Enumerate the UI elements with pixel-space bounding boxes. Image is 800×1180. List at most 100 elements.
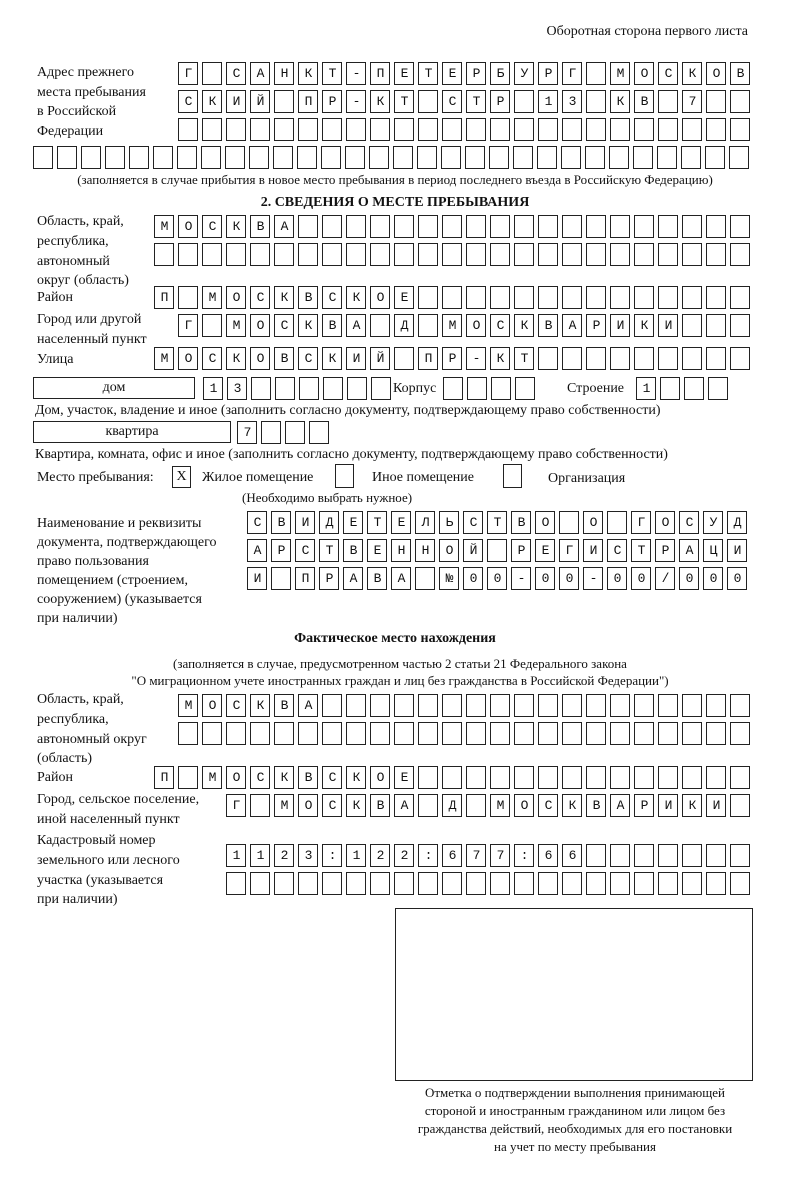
- char-cell[interactable]: [514, 694, 534, 717]
- char-cell[interactable]: [610, 844, 630, 867]
- char-cell[interactable]: [586, 314, 606, 337]
- char-cell[interactable]: [418, 118, 438, 141]
- char-cell[interactable]: [610, 286, 630, 309]
- prev-address-row-1[interactable]: Г САНКТ-ПЕТЕРБУРГ МОСКОВ: [178, 62, 751, 86]
- char-cell[interactable]: [658, 62, 678, 85]
- char-cell[interactable]: [202, 722, 222, 745]
- char-cell[interactable]: [487, 539, 507, 562]
- char-cell[interactable]: [322, 766, 342, 789]
- char-cell[interactable]: [370, 794, 390, 817]
- char-cell[interactable]: [703, 511, 723, 534]
- char-cell[interactable]: [658, 286, 678, 309]
- prev-address-row-2[interactable]: СКИЙ ПР-КТ СТР 13 КВ 7: [178, 90, 751, 114]
- char-cell[interactable]: [250, 215, 270, 238]
- char-cell[interactable]: [586, 694, 606, 717]
- char-cell[interactable]: [562, 314, 582, 337]
- char-cell[interactable]: [730, 766, 750, 789]
- char-cell[interactable]: [586, 794, 606, 817]
- char-cell[interactable]: [129, 146, 149, 169]
- char-cell[interactable]: [319, 567, 339, 590]
- char-cell[interactable]: [562, 90, 582, 113]
- char-cell[interactable]: [682, 215, 702, 238]
- char-cell[interactable]: [202, 215, 222, 238]
- char-cell[interactable]: [658, 844, 678, 867]
- char-cell[interactable]: [226, 347, 246, 370]
- char-cell[interactable]: [391, 567, 411, 590]
- char-cell[interactable]: [298, 62, 318, 85]
- char-cell[interactable]: [514, 794, 534, 817]
- char-cell[interactable]: [202, 62, 222, 85]
- char-cell[interactable]: [490, 286, 510, 309]
- char-cell[interactable]: [298, 314, 318, 337]
- char-cell[interactable]: [562, 347, 582, 370]
- house-type-field[interactable]: дом: [33, 377, 195, 399]
- char-cell[interactable]: [634, 766, 654, 789]
- char-cell[interactable]: [585, 146, 605, 169]
- char-cell[interactable]: [250, 314, 270, 337]
- char-cell[interactable]: [682, 243, 702, 266]
- char-cell[interactable]: [466, 62, 486, 85]
- char-cell[interactable]: [347, 377, 367, 400]
- char-cell[interactable]: [273, 146, 293, 169]
- char-cell[interactable]: [226, 215, 246, 238]
- char-cell[interactable]: [285, 421, 305, 444]
- char-cell[interactable]: [415, 539, 435, 562]
- char-cell[interactable]: [322, 794, 342, 817]
- char-cell[interactable]: [261, 421, 281, 444]
- char-cell[interactable]: [178, 118, 198, 141]
- char-cell[interactable]: [679, 539, 699, 562]
- char-cell[interactable]: [706, 872, 726, 895]
- char-cell[interactable]: [322, 243, 342, 266]
- char-cell[interactable]: [394, 243, 414, 266]
- char-cell[interactable]: [346, 62, 366, 85]
- char-cell[interactable]: [634, 844, 654, 867]
- char-cell[interactable]: [418, 62, 438, 85]
- char-cell[interactable]: [607, 539, 627, 562]
- char-cell[interactable]: [514, 243, 534, 266]
- char-cell[interactable]: [658, 243, 678, 266]
- char-cell[interactable]: [658, 766, 678, 789]
- char-cell[interactable]: [730, 844, 750, 867]
- char-cell[interactable]: [322, 90, 342, 113]
- char-cell[interactable]: [730, 215, 750, 238]
- actual-region-row-2[interactable]: [178, 722, 751, 746]
- char-cell[interactable]: [346, 286, 366, 309]
- char-cell[interactable]: [247, 539, 267, 562]
- char-cell[interactable]: [441, 146, 461, 169]
- char-cell[interactable]: [514, 872, 534, 895]
- char-cell[interactable]: [394, 62, 414, 85]
- char-cell[interactable]: [514, 90, 534, 113]
- char-cell[interactable]: [346, 118, 366, 141]
- char-cell[interactable]: [634, 90, 654, 113]
- char-cell[interactable]: [730, 243, 750, 266]
- char-cell[interactable]: [561, 146, 581, 169]
- char-cell[interactable]: [660, 377, 680, 400]
- char-cell[interactable]: [418, 215, 438, 238]
- char-cell[interactable]: [202, 314, 222, 337]
- char-cell[interactable]: [466, 215, 486, 238]
- char-cell[interactable]: [631, 567, 651, 590]
- char-cell[interactable]: [514, 286, 534, 309]
- char-cell[interactable]: [610, 794, 630, 817]
- char-cell[interactable]: [442, 215, 462, 238]
- char-cell[interactable]: [322, 286, 342, 309]
- char-cell[interactable]: [393, 146, 413, 169]
- char-cell[interactable]: [466, 347, 486, 370]
- char-cell[interactable]: [463, 539, 483, 562]
- char-cell[interactable]: [154, 766, 174, 789]
- char-cell[interactable]: [394, 722, 414, 745]
- char-cell[interactable]: [298, 844, 318, 867]
- actual-city-row[interactable]: Г МОСКВА Д МОСКВАРИКИ: [226, 794, 751, 818]
- char-cell[interactable]: [586, 243, 606, 266]
- char-cell[interactable]: [274, 118, 294, 141]
- char-cell[interactable]: [439, 539, 459, 562]
- char-cell[interactable]: [319, 539, 339, 562]
- char-cell[interactable]: [655, 511, 675, 534]
- char-cell[interactable]: [153, 146, 173, 169]
- char-cell[interactable]: [415, 511, 435, 534]
- char-cell[interactable]: [370, 286, 390, 309]
- char-cell[interactable]: [442, 694, 462, 717]
- char-cell[interactable]: [490, 90, 510, 113]
- char-cell[interactable]: [178, 722, 198, 745]
- checkbox-residential[interactable]: Х: [172, 466, 191, 488]
